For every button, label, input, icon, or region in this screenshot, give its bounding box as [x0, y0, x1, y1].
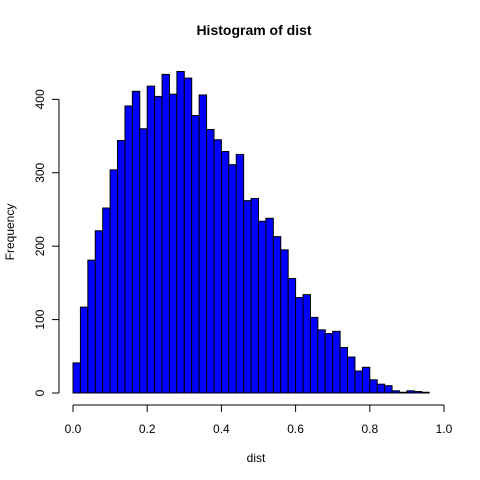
histogram-bar	[317, 329, 326, 394]
histogram-bar	[72, 362, 81, 394]
histogram-bar	[102, 207, 111, 394]
x-axis: 0.0 0.2 0.4 0.6 0.8 1.0	[65, 404, 453, 436]
histogram-bar	[332, 330, 341, 394]
histogram-bar	[324, 333, 334, 394]
histogram-bar	[161, 73, 170, 394]
histogram-bar	[421, 391, 430, 394]
x-tick-label: 1.0	[436, 422, 453, 436]
histogram-bar	[235, 153, 245, 394]
histogram-bar	[168, 93, 178, 394]
histogram-bar	[191, 115, 200, 394]
histogram-bar	[280, 249, 289, 394]
histogram-bar	[220, 150, 230, 394]
histogram-bar	[391, 390, 400, 394]
histogram-bar	[295, 297, 304, 394]
histogram-bar	[139, 128, 148, 394]
histogram-bar	[354, 370, 363, 394]
histogram-bar	[183, 77, 193, 394]
histogram-bar	[406, 390, 415, 394]
y-tick-label: 200	[33, 236, 47, 256]
histogram-bar	[213, 139, 222, 394]
histogram-bar	[146, 85, 156, 394]
y-tick-label: 0	[33, 389, 47, 396]
x-tick-label: 0.8	[361, 422, 378, 436]
histogram-bar	[302, 294, 311, 394]
x-tick-label: 0.4	[213, 422, 230, 436]
histogram-bar	[272, 236, 282, 394]
histogram-bar	[258, 220, 267, 394]
histogram-bar	[413, 391, 423, 394]
x-tick-label: 0.2	[139, 422, 156, 436]
chart-title: Histogram of dist	[196, 22, 311, 38]
histogram-bars	[72, 70, 430, 394]
x-tick-label: 0.6	[287, 422, 304, 436]
y-tick-label: 400	[33, 89, 47, 109]
y-axis-label: Frequency	[3, 204, 17, 261]
histogram-bar	[265, 217, 274, 394]
histogram-bar	[384, 385, 393, 394]
histogram-bar	[109, 169, 119, 394]
x-axis-label: dist	[247, 451, 266, 465]
histogram-bar	[376, 383, 386, 394]
y-axis: 0 100 200 300 400	[33, 89, 60, 396]
histogram-bar	[361, 366, 371, 394]
histogram-bar	[398, 391, 408, 394]
histogram-bar	[176, 70, 185, 394]
histogram-bar	[94, 230, 104, 394]
histogram-bar	[347, 356, 356, 394]
histogram-bar	[206, 128, 215, 394]
y-tick-label: 100	[33, 309, 47, 329]
histogram-bar	[79, 306, 89, 394]
histogram-bar	[87, 259, 96, 394]
histogram-bar	[243, 200, 252, 394]
histogram-bar	[228, 164, 237, 394]
histogram-bar	[124, 105, 133, 394]
histogram-bar	[339, 346, 349, 394]
histogram-bar	[309, 316, 319, 394]
histogram-bar	[154, 95, 163, 394]
histogram-bar	[287, 277, 297, 394]
y-tick-label: 300	[33, 162, 47, 182]
histogram-bar	[250, 197, 260, 394]
histogram-bar	[131, 90, 141, 394]
x-tick-label: 0.0	[65, 422, 82, 436]
histogram-bar	[117, 139, 126, 394]
histogram-bar	[369, 379, 378, 394]
histogram-bar	[198, 94, 208, 394]
